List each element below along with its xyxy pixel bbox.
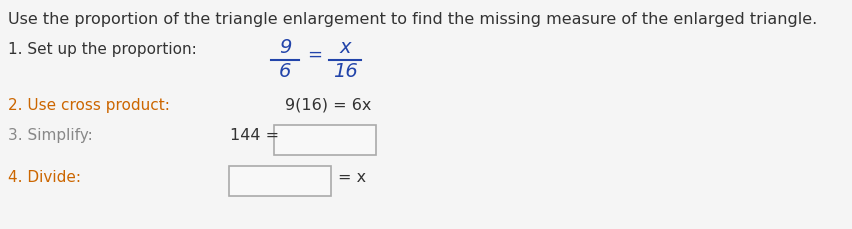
Text: 1. Set up the proportion:: 1. Set up the proportion: bbox=[8, 42, 197, 57]
Text: 16: 16 bbox=[332, 62, 357, 81]
FancyBboxPatch shape bbox=[273, 125, 376, 155]
Text: 6: 6 bbox=[279, 62, 291, 81]
FancyBboxPatch shape bbox=[228, 166, 331, 196]
Text: Use the proportion of the triangle enlargement to find the missing measure of th: Use the proportion of the triangle enlar… bbox=[8, 12, 816, 27]
Text: = x: = x bbox=[337, 170, 366, 185]
Text: 9(16) = 6x: 9(16) = 6x bbox=[285, 98, 371, 113]
Text: =: = bbox=[307, 46, 322, 64]
Text: 2. Use cross product:: 2. Use cross product: bbox=[8, 98, 170, 113]
Text: 4. Divide:: 4. Divide: bbox=[8, 170, 81, 185]
Text: 9: 9 bbox=[279, 38, 291, 57]
Text: x: x bbox=[339, 38, 350, 57]
Text: 3. Simplify:: 3. Simplify: bbox=[8, 128, 93, 143]
Text: 144 =: 144 = bbox=[230, 128, 279, 143]
